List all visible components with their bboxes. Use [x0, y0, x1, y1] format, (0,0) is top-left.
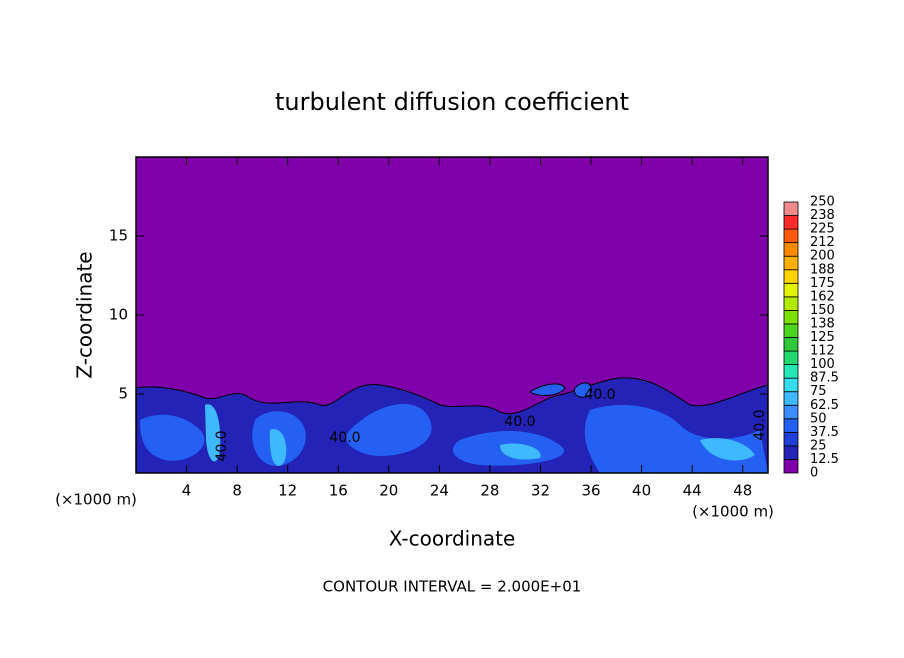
- contour-label: 40.0: [214, 430, 230, 461]
- colorbar-label: 225: [810, 222, 835, 237]
- x-tick-label: 40: [632, 482, 651, 500]
- x-axis-label: X-coordinate: [389, 527, 516, 551]
- y-tick-label: 15: [109, 227, 128, 245]
- colorbar-label: 125: [810, 330, 835, 345]
- colorbar-box: [783, 296, 799, 311]
- field-region: [529, 382, 592, 398]
- colorbar-label: 12.5: [810, 452, 839, 467]
- colorbar-box: [783, 269, 799, 284]
- x-tick-label: 20: [379, 482, 398, 500]
- colorbar-label: 138: [810, 316, 835, 331]
- colorbar-label: 188: [810, 262, 835, 277]
- colorbar-label: 112: [810, 344, 835, 359]
- footer-note: CONTOUR INTERVAL = 2.000E+01: [323, 578, 582, 596]
- colorbar-label: 100: [810, 357, 835, 372]
- contour-label: 40.0: [752, 409, 768, 440]
- chart-title: turbulent diffusion coefficient: [275, 88, 629, 116]
- colorbar-label: 212: [810, 235, 835, 250]
- colorbar-box: [783, 282, 799, 298]
- colorbar-label: 150: [810, 303, 835, 318]
- colorbar-label: 175: [810, 276, 835, 291]
- contour-label: 40.0: [584, 387, 615, 403]
- x-unit: (×1000 m): [55, 491, 137, 509]
- colorbar-box: [783, 255, 799, 271]
- x-tick-label: 8: [232, 482, 242, 500]
- colorbar-box: [783, 201, 799, 216]
- x-tick-label: 28: [480, 482, 499, 500]
- x-tick-label: 44: [683, 482, 702, 500]
- colorbar-box: [783, 242, 799, 257]
- colorbar-label: 250: [810, 195, 835, 210]
- x-tick-label: 16: [329, 482, 348, 500]
- x-tick-label: 24: [430, 482, 449, 500]
- colorbar-label: 238: [810, 208, 835, 223]
- x-tick-label: 32: [531, 482, 550, 500]
- x-tick-label: 4: [182, 482, 192, 500]
- field: [136, 157, 768, 473]
- colorbar-box: [783, 228, 799, 244]
- colorbar-label: 0: [810, 466, 818, 481]
- y-axis-label: Z-coordinate: [73, 251, 97, 378]
- colorbar-box: [783, 350, 799, 365]
- colorbar-label: 37.5: [810, 425, 839, 440]
- colorbar-box: [783, 459, 799, 474]
- field-region: [140, 403, 768, 473]
- colorbar-box: [783, 391, 799, 406]
- colorbar-label: 162: [810, 289, 835, 304]
- colorbar-box: [783, 377, 799, 393]
- colorbar-box: [783, 215, 799, 230]
- colorbar-label: 62.5: [810, 398, 839, 413]
- x-tick-label: 36: [581, 482, 600, 500]
- y-tick-label: 5: [118, 385, 128, 403]
- colorbar-label: 25: [810, 438, 827, 453]
- colorbar-box: [783, 404, 799, 420]
- colorbar-box: [783, 364, 799, 379]
- x-tick-label: 12: [278, 482, 297, 500]
- colorbar-box: [783, 323, 799, 338]
- contour-label: 40.0: [504, 414, 535, 430]
- colorbar-label: 75: [810, 384, 827, 399]
- colorbar-label: 200: [810, 249, 835, 264]
- y-tick-label: 10: [109, 306, 128, 324]
- colorbar-box: [783, 309, 799, 325]
- colorbar-box: [783, 337, 799, 352]
- y-unit: (×1000 m): [692, 503, 774, 521]
- colorbar-label: 50: [810, 411, 827, 426]
- colorbar-box: [783, 418, 799, 433]
- colorbar-box: [783, 431, 799, 447]
- x-tick-label: 48: [733, 482, 752, 500]
- contour-label: 40.0: [329, 430, 360, 446]
- colorbar-label: 87.5: [810, 371, 839, 386]
- colorbar-box: [783, 445, 799, 460]
